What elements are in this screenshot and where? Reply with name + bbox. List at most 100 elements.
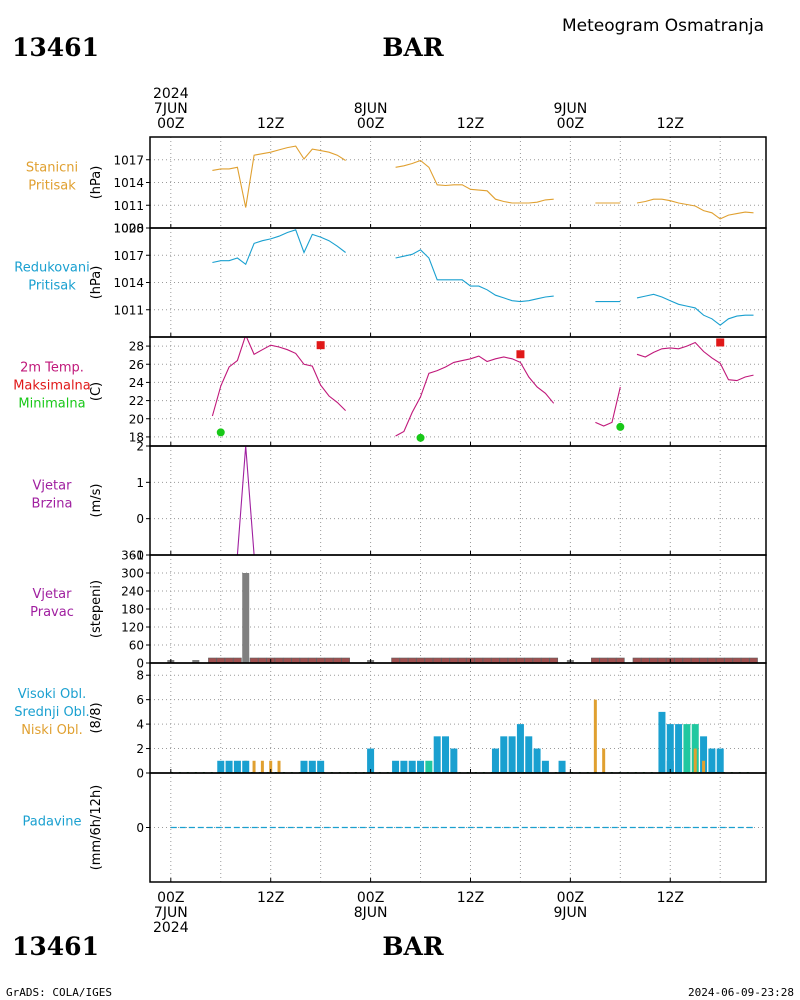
panel-padavine: 0 (mm/6h/12h) Padavine <box>23 772 767 883</box>
panel-label: Padavine <box>23 815 82 830</box>
bar-calm <box>707 657 717 663</box>
bar-cloud <box>675 724 683 773</box>
bar-cloud <box>442 736 450 773</box>
marker-min <box>216 428 225 437</box>
bar-cloud <box>693 748 697 773</box>
time-label-bottom: 00Z <box>157 890 184 906</box>
y-tick-label: 240 <box>121 585 144 599</box>
bar-calm <box>424 657 434 663</box>
series-line <box>212 145 346 208</box>
y-tick-label: 1017 <box>113 153 144 167</box>
panel-label: Minimalna <box>18 397 85 412</box>
series-line <box>211 337 346 417</box>
panel-label: Pritisak <box>28 279 76 294</box>
y-tick-label: 1 <box>136 476 144 490</box>
bar-calm <box>690 657 700 663</box>
bar-calm <box>258 657 267 663</box>
bar-cloud <box>400 760 408 773</box>
panel-pravac: 0 60 120 180 240 300 360 (stepeni) Vjetar Pravac <box>30 549 767 671</box>
time-label-bottom: 00Z <box>557 890 584 906</box>
series-line <box>212 446 346 555</box>
panel-label: Redukovani <box>14 261 89 276</box>
plot-area <box>211 337 754 442</box>
time-label-top: 00Z <box>157 116 184 132</box>
time-label-top: 00Z <box>357 116 384 132</box>
bar-cloud <box>269 760 273 773</box>
y-tick-label: 20 <box>129 412 144 426</box>
y-tick-label: 0 <box>136 512 144 526</box>
y-axis-label: (C) <box>89 382 104 401</box>
time-label-top: 12Z <box>457 116 484 132</box>
bar-cloud <box>716 748 724 773</box>
bar-cloud <box>533 748 541 773</box>
bar-direction <box>242 573 250 663</box>
plot-area <box>212 229 754 326</box>
bar-calm <box>341 657 350 663</box>
bar-cloud <box>277 760 281 773</box>
panel-label: Visoki Obl. <box>18 687 86 702</box>
y-tick-label: 1008 <box>113 222 144 236</box>
panel-frame <box>149 445 767 556</box>
bar-cloud <box>450 748 458 773</box>
y-tick-label: 28 <box>129 340 144 354</box>
bar-cloud <box>308 760 316 773</box>
station-name-top: BAR <box>382 33 444 62</box>
y-tick-label: 0 <box>136 767 144 781</box>
bar-calm <box>299 657 309 663</box>
bar-calm <box>432 657 442 663</box>
plot-area <box>170 699 754 773</box>
series-line <box>636 341 754 382</box>
bar-cloud <box>558 760 566 773</box>
time-label-top: 7JUN <box>154 101 188 117</box>
series-line <box>395 249 554 303</box>
panel-label: Vjetar <box>33 587 73 602</box>
plot-area <box>212 145 754 220</box>
bar-calm <box>591 657 600 663</box>
series-line <box>595 386 621 427</box>
bar-calm <box>732 657 742 663</box>
bar-cloud <box>417 760 425 773</box>
bar-calm <box>208 657 217 663</box>
bar-calm <box>482 657 492 663</box>
bar-calm <box>657 657 667 663</box>
bar-cloud <box>702 760 706 773</box>
time-label-bottom: 12Z <box>257 890 284 906</box>
panel-label: Srednji Obl. <box>14 705 89 720</box>
time-label-bottom: 9JUN <box>553 905 587 921</box>
time-label-top: 9JUN <box>553 101 587 117</box>
bar-direction <box>192 660 200 663</box>
bar-cloud <box>508 736 516 773</box>
bar-calm <box>491 657 500 663</box>
y-tick-label: 24 <box>129 376 144 390</box>
series-line <box>636 293 754 326</box>
y-tick-label: 60 <box>129 639 144 653</box>
y-axis-label: (hPa) <box>89 266 104 300</box>
bar-cloud <box>666 724 674 773</box>
bar-calm <box>216 657 226 663</box>
series-line <box>395 159 554 204</box>
bar-calm <box>441 657 450 663</box>
bar-cloud <box>252 760 256 773</box>
y-tick-label: 22 <box>129 394 144 408</box>
bar-cloud <box>260 760 264 773</box>
station-name-bottom: BAR <box>382 932 444 961</box>
y-axis-label: (mm/6h/12h) <box>89 785 104 871</box>
y-tick-label: 0 <box>136 821 144 835</box>
panel-redukovani: 1011 1014 1017 1020 (hPa)Redukovani Pritisak <box>14 222 767 338</box>
bar-calm <box>224 657 234 663</box>
footer-timestamp: 2024-06-09-23:28 <box>688 986 794 999</box>
marker-max <box>516 350 525 359</box>
y-tick-label: 1014 <box>113 176 144 190</box>
panel-oblaci: 0 2 4 6 8 (8/8)Visoki Obl. Srednji Obl. Niski O… <box>14 662 767 781</box>
bar-cloud <box>541 760 549 773</box>
bar-cloud <box>408 760 416 773</box>
time-label-bottom: 2024 <box>153 920 189 936</box>
time-label-top: 8JUN <box>354 101 388 117</box>
station-id-top: 13461 <box>12 33 99 62</box>
bar-calm <box>682 657 692 663</box>
y-tick-label: 1020 <box>113 222 144 236</box>
bar-cloud <box>700 736 708 773</box>
time-label-bottom: 8JUN <box>354 905 388 921</box>
y-tick-label: -1 <box>132 549 144 563</box>
